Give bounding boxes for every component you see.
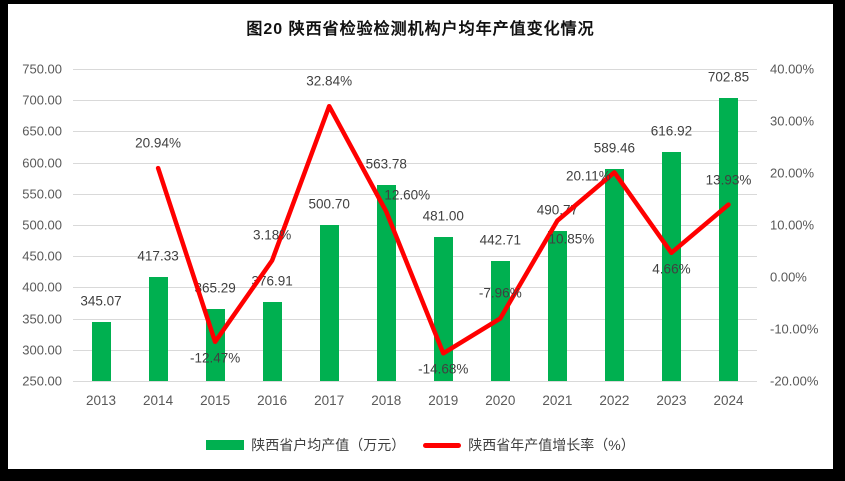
bar-2020 <box>490 260 510 381</box>
x-axis-label: 2013 <box>85 393 117 408</box>
x-axis-label: 2023 <box>656 393 687 408</box>
bar-2019 <box>433 236 453 381</box>
legend-label-line-series: 陕西省年产值增长率（%） <box>468 437 635 453</box>
x-axis-label: 2015 <box>200 393 231 408</box>
bar-label-2019: 481.00 <box>422 208 464 224</box>
gridline-h <box>72 225 757 226</box>
line-label-2018: 12.60% <box>384 187 431 203</box>
chart-canvas: 图20 陕西省检验检测机构户均年产值变化情况 750.00 700.00 650.0… <box>8 4 833 469</box>
legend-item-bar-series: 陕西省户均产值（万元） <box>206 435 405 455</box>
legend-swatch-line-icon <box>423 442 462 448</box>
bar-2024 <box>718 98 738 381</box>
line-label-2014: 20.94% <box>135 135 181 151</box>
gridline-h <box>72 381 757 382</box>
bar-2021 <box>547 230 567 381</box>
y-axis-tick-left: 650.00 <box>22 123 62 139</box>
bar-label-2022: 589.46 <box>593 140 636 156</box>
bar-2022 <box>604 169 624 381</box>
bar-2017 <box>319 224 339 381</box>
line-label-2016: 3.18% <box>253 227 292 243</box>
bar-label-2015: 365.29 <box>194 280 236 296</box>
chart-title: 图20 陕西省检验检测机构户均年产值变化情况 <box>246 21 595 38</box>
bar-2015 <box>205 309 225 381</box>
x-axis-label: 2022 <box>599 393 630 408</box>
legend-item-line-series: 陕西省年产值增长率（%） <box>405 435 635 455</box>
y-axis-tick-left: 400.00 <box>22 279 62 295</box>
legend: 陕西省户均产值（万元） 陕西省年产值增长率（%） <box>8 435 833 455</box>
bar-2018 <box>376 185 396 381</box>
gridline-h <box>72 162 757 164</box>
line-label-2021: 10.85% <box>548 231 595 247</box>
line-label-2015: -12.47% <box>189 350 241 366</box>
gridline-h <box>72 349 757 351</box>
y-axis-tick-right: 0.00% <box>770 269 807 285</box>
legend-swatch-bar-icon <box>206 440 245 450</box>
bar-label-2013: 345.07 <box>80 293 122 309</box>
y-axis-tick-left: 350.00 <box>22 311 62 327</box>
bar-label-2016: 376.91 <box>251 273 293 289</box>
y-axis-tick-left: 700.00 <box>22 92 62 108</box>
x-axis-label: 2017 <box>314 393 345 408</box>
line-label-2023: 4.66% <box>652 261 691 277</box>
x-axis-label: 2019 <box>428 393 459 408</box>
bar-label-2020: 442.71 <box>479 232 521 248</box>
line-label-2020: -7.96% <box>478 285 522 301</box>
y-axis-tick-right: 20.00% <box>770 165 815 181</box>
gridline-h <box>72 287 757 289</box>
y-axis-tick-right: -20.00% <box>770 373 819 389</box>
gridline-h <box>72 69 757 70</box>
gridline-h <box>72 100 757 102</box>
y-axis-tick-left: 750.00 <box>22 61 62 77</box>
y-axis-tick-right: 30.00% <box>770 113 815 129</box>
line-label-2017: 32.84% <box>306 73 353 89</box>
y-axis-tick-right: -10.00% <box>770 321 819 337</box>
bar-2013 <box>91 321 111 381</box>
line-label-2022: 20.11% <box>565 168 611 184</box>
bar-label-2024: 702.85 <box>707 69 750 85</box>
y-axis-tick-left: 600.00 <box>22 155 62 171</box>
y-axis-tick-left: 500.00 <box>22 217 62 233</box>
y-axis-tick-left: 450.00 <box>22 248 62 264</box>
x-axis-label: 2018 <box>371 393 402 408</box>
bar-2014 <box>148 276 168 381</box>
line-label-2024: 13.93% <box>705 172 752 188</box>
y-axis-tick-left: 550.00 <box>22 186 62 202</box>
y-axis-tick-right: 10.00% <box>770 217 815 233</box>
bar-2016 <box>262 301 282 381</box>
plot-area: 750.00 700.00 650.00 600.00 550.00 500.00 450.… <box>8 4 833 469</box>
legend-label-bar-series: 陕西省户均产值（万元） <box>251 437 406 453</box>
x-axis-label: 2024 <box>713 393 744 408</box>
y-axis-tick-right: 40.00% <box>770 61 815 77</box>
bar-label-2018: 563.78 <box>365 156 407 172</box>
bar-label-2017: 500.70 <box>308 196 350 212</box>
bar-label-2023: 616.92 <box>650 123 693 139</box>
gridline-h <box>72 318 757 320</box>
x-axis-label: 2014 <box>143 393 174 408</box>
bar-label-2021: 490.77 <box>536 202 578 218</box>
x-axis-label: 2021 <box>542 393 573 408</box>
x-axis-label: 2020 <box>485 393 516 408</box>
bar-label-2014: 417.33 <box>137 248 179 264</box>
x-axis-label: 2016 <box>257 393 288 408</box>
y-axis-tick-left: 300.00 <box>22 342 62 358</box>
y-axis-tick-left: 250.00 <box>22 373 62 389</box>
line-label-2019: -14.68% <box>418 361 469 377</box>
